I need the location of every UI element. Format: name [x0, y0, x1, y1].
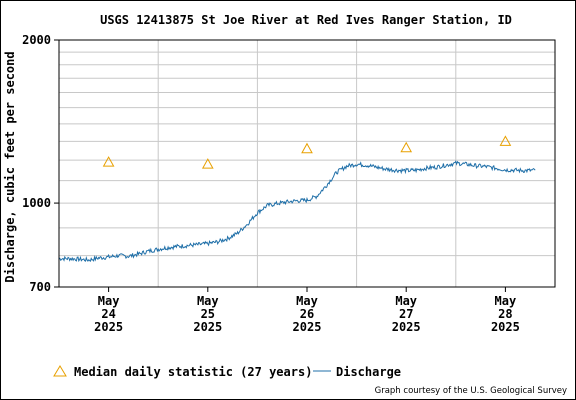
- legend: Median daily statistic (27 years) Discha…: [53, 365, 401, 379]
- x-tick-label: May: [395, 294, 417, 308]
- credit-text: Graph courtesy of the U.S. Geological Su…: [375, 386, 567, 396]
- chart-title: USGS 12413875 St Joe River at Red Ives R…: [100, 13, 512, 27]
- discharge-series: [58, 160, 536, 263]
- median-legend-icon: [53, 365, 67, 377]
- median-point: [400, 141, 413, 153]
- x-tick-label: 2025: [491, 320, 520, 334]
- x-tick-label: 25: [201, 307, 215, 321]
- x-tick-label: 28: [498, 307, 512, 321]
- x-tick-label: 24: [101, 307, 115, 321]
- axes: 20001000700May242025May252025May262025Ma…: [22, 33, 556, 334]
- median-point: [102, 156, 115, 167]
- x-tick-label: May: [495, 294, 517, 308]
- x-tick-label: 27: [399, 307, 413, 321]
- legend-discharge-label: Discharge: [336, 365, 401, 379]
- x-tick-label: May: [197, 294, 219, 308]
- median-point: [499, 135, 512, 146]
- plot-border: [58, 39, 556, 288]
- y-tick-label: 2000: [22, 33, 51, 47]
- y-tick-label: 700: [29, 280, 51, 294]
- x-tick-label: 2025: [392, 320, 421, 334]
- x-tick-label: May: [296, 294, 318, 308]
- median-point: [201, 158, 214, 169]
- y-tick-label: 1000: [22, 196, 51, 210]
- x-tick-label: May: [98, 294, 120, 308]
- median-markers: [102, 135, 512, 169]
- grid-lines: [59, 40, 555, 287]
- x-tick-label: 2025: [293, 320, 322, 334]
- discharge-line: [58, 160, 536, 263]
- x-tick-label: 26: [300, 307, 314, 321]
- y-axis-label: Discharge, cubic feet per second: [3, 51, 17, 282]
- legend-median-label: Median daily statistic (27 years): [74, 365, 312, 379]
- median-point: [301, 142, 313, 154]
- x-tick-label: 2025: [193, 320, 222, 334]
- x-tick-label: 2025: [94, 320, 123, 334]
